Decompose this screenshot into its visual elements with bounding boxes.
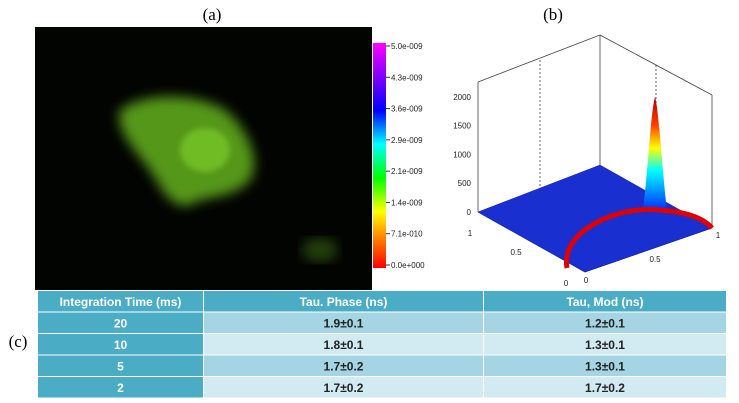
- cell-text: 1.3±0.1: [585, 338, 625, 352]
- table-cell: [38, 312, 203, 333]
- x-tick-label: 0: [564, 279, 569, 288]
- cell-text: 1.3±0.1: [585, 360, 625, 374]
- colorbar-label: 3.6e-009: [391, 105, 423, 114]
- z-tick-label: 2000: [453, 93, 471, 102]
- z-tick-label: 1000: [453, 150, 471, 159]
- table-cell: [38, 377, 203, 398]
- x-tick-label: 0.5: [510, 248, 522, 257]
- header-text: Tau, Mod (ns): [566, 295, 643, 309]
- colorbar-label: 0.0e+000: [391, 261, 425, 270]
- cell-text: 20: [114, 317, 128, 331]
- z-tick-label: 1500: [453, 122, 471, 131]
- micrograph: [35, 27, 372, 290]
- table-cell: [38, 355, 203, 376]
- header-text: Tau. Phase (ns): [300, 295, 388, 309]
- panel-label: (b): [543, 5, 563, 24]
- semicircle: [564, 206, 714, 269]
- header-cell: [38, 291, 203, 312]
- header-cell: [204, 291, 483, 312]
- colorbar-label: 5.0e-009: [391, 42, 423, 51]
- y-tick-label: 0: [584, 276, 589, 285]
- header-text: Integration Time (ms): [60, 295, 182, 309]
- panel-label: (a): [203, 5, 222, 24]
- cell-text: 1.8±0.1: [324, 338, 364, 352]
- table-cell: [484, 312, 726, 333]
- cell-text: 1.7±0.2: [585, 381, 625, 395]
- x-tick-label: 1: [468, 229, 473, 238]
- table-cell: [484, 355, 726, 376]
- cell-text: 1.7±0.2: [324, 360, 364, 374]
- cell-text: 2: [117, 381, 124, 395]
- colorbar-label: 7.1e-010: [391, 230, 423, 239]
- z-tick-label: 0: [467, 208, 472, 217]
- z-tick-label: 500: [458, 179, 472, 188]
- colorbar-label: 4.3e-009: [391, 73, 423, 82]
- colorbar-label: 1.4e-009: [391, 198, 423, 207]
- table-cell: [484, 334, 726, 355]
- table-cell: [38, 334, 203, 355]
- table-cell: [204, 334, 483, 355]
- cell-text: 1.9±0.1: [324, 317, 364, 331]
- table-cell: [484, 377, 726, 398]
- colorbar-label: 2.1e-009: [391, 167, 423, 176]
- y-tick-label: 1: [716, 231, 721, 240]
- colorbar-label: 2.9e-009: [391, 136, 423, 145]
- cell-text: 10: [114, 338, 128, 352]
- cell-text: 1.7±0.2: [324, 381, 364, 395]
- surface-peak: [643, 97, 667, 210]
- cell-text: 5: [117, 360, 124, 374]
- colorbar: [373, 43, 386, 268]
- cell-text: 1.2±0.1: [585, 317, 625, 331]
- table-cell: [204, 312, 483, 333]
- table-cell: [204, 377, 483, 398]
- panel-label: (c): [9, 332, 28, 351]
- table-cell: [204, 355, 483, 376]
- y-tick-label: 0.5: [649, 255, 661, 264]
- header-cell: [484, 291, 726, 312]
